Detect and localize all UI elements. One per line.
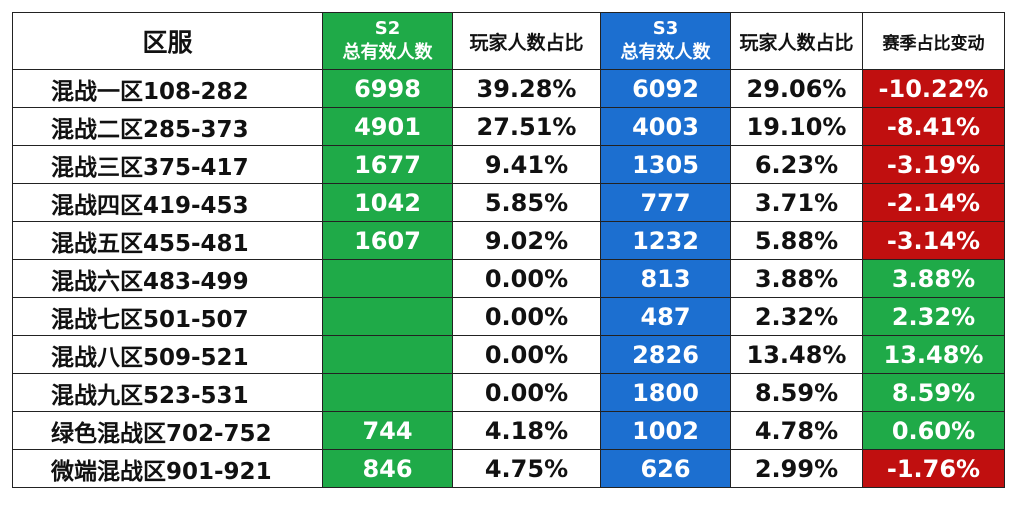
s3-ratio-cell: 13.48% <box>730 335 863 374</box>
s2-count-cell <box>322 335 453 374</box>
s3-count-cell: 1305 <box>600 145 731 184</box>
table-row: 混战六区483-499 0.00% 813 3.88% 3.88% <box>12 259 1005 298</box>
s2-count-cell: 4901 <box>322 107 453 146</box>
region-cell: 混战八区509-521 <box>12 335 323 374</box>
region-cell: 混战四区419-453 <box>12 183 323 222</box>
table-row: 混战八区509-521 0.00% 2826 13.48% 13.48% <box>12 335 1005 374</box>
region-cell: 混战二区285-373 <box>12 107 323 146</box>
s2-ratio-cell: 4.18% <box>452 411 601 450</box>
header-s3-ratio: 玩家人数占比 <box>730 12 863 70</box>
header-change: 赛季占比变动 <box>862 12 1005 70</box>
header-s3-season: S3 <box>652 18 679 39</box>
region-cell: 混战三区375-417 <box>12 145 323 184</box>
change-cell: 2.32% <box>862 297 1005 336</box>
table-row: 混战二区285-373 4901 27.51% 4003 19.10% -8.41% <box>12 107 1005 146</box>
header-s2-ratio: 玩家人数占比 <box>452 12 601 70</box>
s3-count-cell: 487 <box>600 297 731 336</box>
s2-ratio-cell: 0.00% <box>452 297 601 336</box>
change-cell: -3.14% <box>862 221 1005 260</box>
header-region: 区服 <box>12 12 323 70</box>
server-stats-table: 区服 S2 总有效人数 玩家人数占比 S3 总有效人数 玩家人数占比 赛季占比变… <box>12 12 1005 488</box>
s2-ratio-cell: 0.00% <box>452 259 601 298</box>
s2-count-cell: 1677 <box>322 145 453 184</box>
header-s3-count: S3 总有效人数 <box>600 12 731 70</box>
change-cell: 0.60% <box>862 411 1005 450</box>
s3-ratio-cell: 29.06% <box>730 69 863 108</box>
s3-ratio-cell: 8.59% <box>730 373 863 412</box>
table-row: 混战七区501-507 0.00% 487 2.32% 2.32% <box>12 297 1005 336</box>
s3-count-cell: 6092 <box>600 69 731 108</box>
s2-ratio-cell: 5.85% <box>452 183 601 222</box>
s3-ratio-cell: 5.88% <box>730 221 863 260</box>
s3-ratio-cell: 2.32% <box>730 297 863 336</box>
table-row: 混战一区108-282 6998 39.28% 6092 29.06% -10.22% <box>12 69 1005 108</box>
header-s2-season: S2 <box>374 18 401 39</box>
s2-count-cell <box>322 373 453 412</box>
s3-count-cell: 1002 <box>600 411 731 450</box>
table-row: 混战三区375-417 1677 9.41% 1305 6.23% -3.19% <box>12 145 1005 184</box>
s2-count-cell: 1042 <box>322 183 453 222</box>
s3-count-cell: 1232 <box>600 221 731 260</box>
s2-ratio-cell: 27.51% <box>452 107 601 146</box>
change-cell: -3.19% <box>862 145 1005 184</box>
s3-ratio-cell: 3.88% <box>730 259 863 298</box>
s2-count-cell: 1607 <box>322 221 453 260</box>
s3-ratio-cell: 6.23% <box>730 145 863 184</box>
region-cell: 混战九区523-531 <box>12 373 323 412</box>
s2-ratio-cell: 4.75% <box>452 449 601 488</box>
s3-count-cell: 777 <box>600 183 731 222</box>
change-cell: 3.88% <box>862 259 1005 298</box>
s3-count-cell: 2826 <box>600 335 731 374</box>
change-cell: -8.41% <box>862 107 1005 146</box>
header-s2-total: 总有效人数 <box>342 42 433 63</box>
change-cell: -2.14% <box>862 183 1005 222</box>
region-cell: 混战五区455-481 <box>12 221 323 260</box>
region-cell: 微端混战区901-921 <box>12 449 323 488</box>
s2-ratio-cell: 9.02% <box>452 221 601 260</box>
s3-ratio-cell: 2.99% <box>730 449 863 488</box>
change-cell: -1.76% <box>862 449 1005 488</box>
s3-count-cell: 1800 <box>600 373 731 412</box>
s3-count-cell: 4003 <box>600 107 731 146</box>
region-cell: 混战七区501-507 <box>12 297 323 336</box>
change-cell: 8.59% <box>862 373 1005 412</box>
s3-ratio-cell: 19.10% <box>730 107 863 146</box>
s2-ratio-cell: 39.28% <box>452 69 601 108</box>
s2-count-cell <box>322 297 453 336</box>
header-s2-count: S2 总有效人数 <box>322 12 453 70</box>
header-s3-total: 总有效人数 <box>620 42 711 63</box>
s2-ratio-cell: 9.41% <box>452 145 601 184</box>
s2-count-cell: 846 <box>322 449 453 488</box>
s3-count-cell: 813 <box>600 259 731 298</box>
s2-count-cell <box>322 259 453 298</box>
table-row: 微端混战区901-921 846 4.75% 626 2.99% -1.76% <box>12 449 1005 488</box>
region-cell: 绿色混战区702-752 <box>12 411 323 450</box>
table-row: 混战九区523-531 0.00% 1800 8.59% 8.59% <box>12 373 1005 412</box>
table-row: 绿色混战区702-752 744 4.18% 1002 4.78% 0.60% <box>12 411 1005 450</box>
s2-count-cell: 744 <box>322 411 453 450</box>
s3-ratio-cell: 3.71% <box>730 183 863 222</box>
s2-ratio-cell: 0.00% <box>452 373 601 412</box>
header-row: 区服 S2 总有效人数 玩家人数占比 S3 总有效人数 玩家人数占比 赛季占比变… <box>12 12 1005 70</box>
table-row: 混战五区455-481 1607 9.02% 1232 5.88% -3.14% <box>12 221 1005 260</box>
change-cell: -10.22% <box>862 69 1005 108</box>
region-cell: 混战一区108-282 <box>12 69 323 108</box>
region-cell: 混战六区483-499 <box>12 259 323 298</box>
table-row: 混战四区419-453 1042 5.85% 777 3.71% -2.14% <box>12 183 1005 222</box>
change-cell: 13.48% <box>862 335 1005 374</box>
s2-count-cell: 6998 <box>322 69 453 108</box>
s3-ratio-cell: 4.78% <box>730 411 863 450</box>
s3-count-cell: 626 <box>600 449 731 488</box>
s2-ratio-cell: 0.00% <box>452 335 601 374</box>
